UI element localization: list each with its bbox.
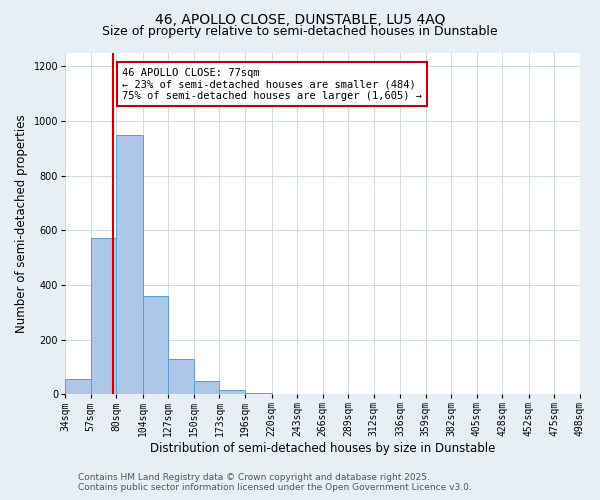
Text: Contains HM Land Registry data © Crown copyright and database right 2025.
Contai: Contains HM Land Registry data © Crown c… [78, 473, 472, 492]
Text: 46 APOLLO CLOSE: 77sqm
← 23% of semi-detached houses are smaller (484)
75% of se: 46 APOLLO CLOSE: 77sqm ← 23% of semi-det… [122, 68, 422, 100]
Bar [169, 358, 194, 394]
Bar [194, 380, 220, 394]
Bar [65, 378, 91, 394]
X-axis label: Distribution of semi-detached houses by size in Dunstable: Distribution of semi-detached houses by … [150, 442, 495, 455]
Bar [91, 238, 116, 394]
Bar [143, 296, 169, 394]
Bar [116, 134, 143, 394]
Text: Size of property relative to semi-detached houses in Dunstable: Size of property relative to semi-detach… [102, 25, 498, 38]
Bar [220, 390, 245, 394]
Y-axis label: Number of semi-detached properties: Number of semi-detached properties [15, 114, 28, 332]
Bar [245, 393, 272, 394]
Text: 46, APOLLO CLOSE, DUNSTABLE, LU5 4AQ: 46, APOLLO CLOSE, DUNSTABLE, LU5 4AQ [155, 12, 445, 26]
